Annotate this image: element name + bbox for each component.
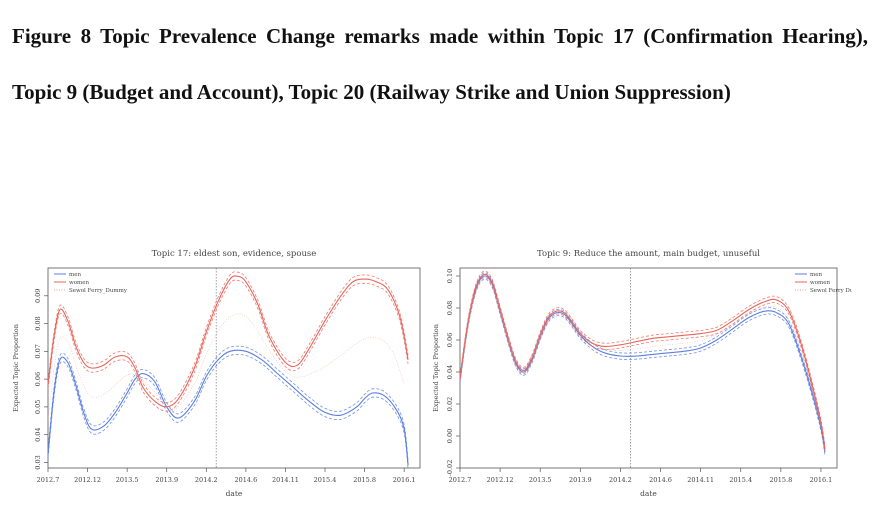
y-tick-label: 0.08 (446, 301, 454, 315)
x-axis-label: date (226, 489, 243, 498)
chart-topic-17: Topic 17: eldest son, evidence, spouse 20… (8, 236, 428, 504)
series-women-lower-ci (47, 279, 409, 412)
x-tick-label: 2012.7 (37, 476, 60, 484)
x-tick-label: 2013.9 (569, 476, 592, 484)
x-tick-label: 2016.1 (810, 476, 833, 484)
series-men-upper-ci (47, 345, 409, 462)
y-tick-label: 0.03 (34, 455, 42, 469)
y-tick-label: 0.06 (34, 372, 42, 386)
chart-topic-17-svg: Topic 17: eldest son, evidence, spouse 20… (12, 249, 421, 498)
x-tick-label: 2014.11 (687, 476, 714, 484)
x-tick-label: 2016.1 (393, 476, 416, 484)
series-men-upper-ci (459, 272, 826, 449)
x-tick-label: 2013.5 (529, 476, 552, 484)
x-tick-label: 2015.4 (729, 476, 752, 484)
legend-label: Sewol Ferry_Dummy (69, 288, 128, 294)
plot-frame (459, 267, 838, 469)
x-tick-label: 2015.8 (769, 476, 792, 484)
y-tick-label: 0.09 (34, 289, 42, 303)
series-dummy-line (459, 277, 822, 426)
series-women-lower-ci (459, 277, 826, 453)
series-women-line (47, 275, 409, 408)
chart-topic-9-svg: Topic 9: Reduce the amount, main budget,… (432, 249, 852, 498)
x-tick-label: 2014.6 (649, 476, 672, 484)
series-men-lower-ci (47, 354, 409, 470)
figure-caption: Figure 8 Topic Prevalence Change remarks… (12, 24, 868, 104)
x-tick-label: 2015.8 (353, 476, 376, 484)
y-tick-label: 0.05 (34, 400, 42, 414)
legend-label: women (69, 280, 89, 286)
x-tick-label: 2014.6 (234, 476, 257, 484)
x-axis-label: date (640, 489, 657, 498)
y-tick-label: -0.02 (446, 460, 454, 477)
y-tick-label: 0.04 (446, 365, 454, 379)
y-tick-label: 0.04 (34, 427, 42, 441)
legend-label: Sewol Ferry Dummy (810, 288, 852, 294)
series-men-lower-ci (459, 278, 826, 456)
legend-label: men (810, 272, 822, 278)
legend-label: women (810, 280, 830, 286)
y-tick-label: 0.00 (446, 429, 454, 443)
series-women-upper-ci (47, 271, 409, 404)
x-tick-label: 2015.4 (314, 476, 337, 484)
y-tick-label: 0.08 (34, 316, 42, 330)
x-tick-label: 2012.12 (74, 476, 101, 484)
plot-frame (47, 267, 421, 469)
x-tick-label: 2012.12 (487, 476, 514, 484)
x-tick-label: 2014.11 (272, 476, 299, 484)
series-women-upper-ci (459, 270, 826, 446)
x-tick-label: 2013.5 (116, 476, 139, 484)
x-tick-label: 2014.2 (609, 476, 632, 484)
y-tick-label: 0.06 (446, 333, 454, 347)
chart-topic-9: Topic 9: Reduce the amount, main budget,… (432, 236, 852, 504)
x-tick-label: 2013.9 (155, 476, 178, 484)
y-tick-label: 0.02 (446, 397, 454, 411)
chart-title: Topic 9: Reduce the amount, main budget,… (537, 249, 760, 259)
chart-title: Topic 17: eldest son, evidence, spouse (152, 249, 317, 259)
series-dummy-line (47, 313, 405, 420)
series-men-line (47, 349, 409, 466)
y-axis-label: Expected Topic Proportion (432, 324, 440, 412)
y-tick-label: 0.07 (34, 344, 42, 358)
legend-label: men (69, 272, 81, 278)
y-tick-label: 0.10 (446, 269, 454, 283)
y-axis-label: Expected Topic Proportion (12, 324, 20, 412)
x-tick-label: 2012.7 (449, 476, 472, 484)
x-tick-label: 2014.2 (195, 476, 218, 484)
